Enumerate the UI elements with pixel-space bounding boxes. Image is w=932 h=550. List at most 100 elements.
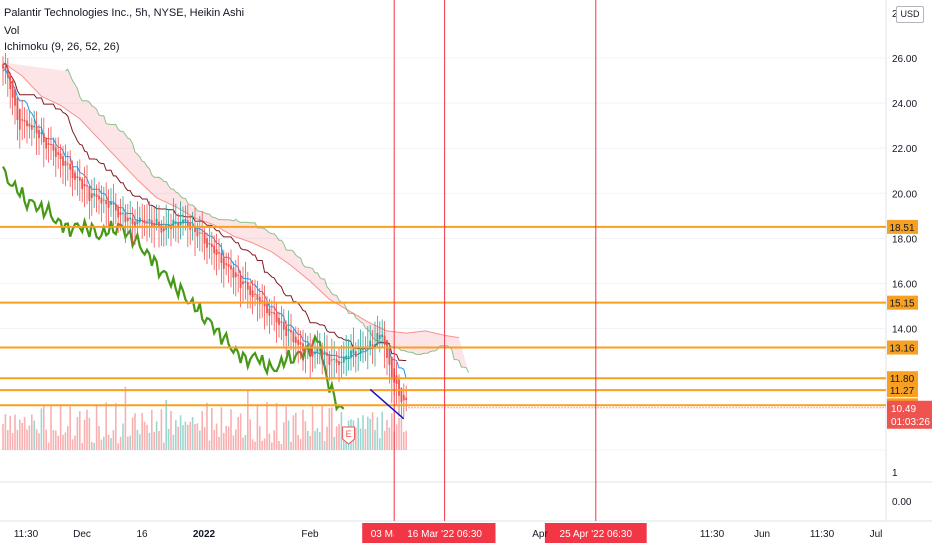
candle-body — [225, 263, 228, 265]
legend-ichimoku[interactable]: Ichimoku (9, 26, 52, 26) — [4, 41, 120, 53]
volume-bar — [374, 429, 376, 450]
candle-body — [273, 312, 276, 315]
volume-bar — [314, 430, 316, 450]
candle-body — [69, 163, 72, 170]
candle-body — [227, 264, 230, 267]
volume-bar — [2, 424, 4, 450]
candle-body — [371, 344, 374, 347]
volume-bar — [163, 442, 165, 450]
earnings-flag — [342, 426, 356, 445]
volume-bar — [160, 409, 163, 450]
candle-body — [16, 97, 19, 120]
volume-bar — [225, 425, 227, 450]
candle-body — [100, 197, 103, 204]
candle-body — [28, 123, 31, 127]
candle-body — [182, 219, 184, 224]
volume-bar — [47, 442, 50, 450]
candle-body — [88, 185, 91, 201]
time-tick-label: Dec — [73, 529, 91, 540]
volume-bar — [69, 406, 71, 450]
volume-bar — [59, 404, 62, 450]
time-axis[interactable]: 11:30 Dec 16 2022 Feb Apr 11:30 Jun 11:30 Jul — [14, 529, 883, 540]
volume-bar — [19, 419, 21, 450]
price-level-tag — [887, 219, 918, 234]
volume-bar — [155, 421, 158, 450]
candles[interactable]: E — [2, 53, 408, 445]
candle-body — [364, 348, 367, 350]
volume-bars — [2, 386, 407, 450]
volume-bar — [367, 416, 369, 450]
candle-body — [129, 217, 132, 220]
candle-body — [333, 358, 336, 360]
volume-bar — [319, 432, 321, 450]
price-level-label: 15.15 — [889, 299, 914, 310]
volume-bar — [64, 432, 67, 450]
volume-bar — [16, 429, 19, 450]
volume-bar — [400, 416, 403, 450]
candle-body — [215, 249, 218, 255]
currency-button[interactable]: USD — [896, 6, 924, 23]
candle-body — [47, 143, 50, 145]
candle-body — [345, 355, 348, 360]
volume-bar — [297, 434, 299, 450]
price-axis[interactable]: 26.0024.0022.0020.0018.0016.0014.002810.… — [892, 9, 917, 508]
volume-bar — [203, 426, 206, 450]
volume-bar — [405, 430, 407, 450]
volume-bar — [213, 429, 215, 450]
indicator-tick-label: 0.00 — [892, 497, 912, 508]
candle-body — [26, 120, 28, 127]
volume-bar — [362, 415, 364, 450]
candle-body — [246, 282, 249, 290]
volume-bar — [124, 386, 127, 450]
volume-bar — [170, 410, 172, 450]
candle-body — [304, 347, 307, 353]
candle-body — [4, 66, 7, 70]
volume-bar — [122, 423, 124, 450]
volume-bar — [21, 422, 23, 450]
candle-body — [210, 243, 213, 248]
price-level-tag — [887, 295, 918, 310]
volume-bar — [98, 425, 100, 450]
candle-body — [40, 132, 43, 135]
volume-bar — [364, 428, 367, 450]
indicator-tick-label: 1 — [892, 468, 898, 479]
volume-bar — [292, 415, 295, 450]
candle-body — [95, 194, 98, 197]
volume-bar — [71, 439, 74, 450]
volume-bar — [115, 403, 117, 450]
volume-bar — [7, 429, 9, 450]
trend-line[interactable] — [369, 388, 405, 420]
candle-body — [290, 329, 292, 333]
candle-body — [138, 217, 141, 223]
volume-bar — [333, 436, 335, 450]
chikou-line — [2, 166, 345, 412]
price-levels[interactable]: 18.5115.1513.1611.8011.2710.6010.4901:03… — [0, 219, 932, 429]
volume-bar — [239, 413, 242, 450]
candle-body — [213, 245, 216, 254]
candle-body — [93, 193, 96, 196]
volume-bar — [273, 430, 275, 450]
volume-bar — [309, 435, 311, 450]
volume-bar — [9, 415, 11, 450]
volume-bar — [45, 429, 47, 450]
candle-body — [98, 195, 100, 200]
candle-body — [201, 232, 204, 234]
legend-vol[interactable]: Vol — [4, 25, 20, 37]
candle-body — [194, 226, 196, 233]
volume-bar — [146, 424, 148, 450]
candle-body — [38, 129, 40, 139]
candle-body — [126, 217, 129, 221]
volume-bar — [256, 404, 259, 450]
volume-bar — [112, 430, 115, 450]
volume-bar — [208, 440, 211, 450]
candle-body — [18, 108, 21, 130]
countdown-label: 01:03:26 — [891, 417, 930, 428]
price-level-label: 18.51 — [889, 223, 914, 234]
volume-bar — [311, 406, 314, 450]
time-tick-label: Apr — [532, 529, 548, 540]
candle-body — [45, 137, 48, 149]
volume-bar — [340, 412, 343, 450]
volume-bar — [280, 443, 283, 450]
